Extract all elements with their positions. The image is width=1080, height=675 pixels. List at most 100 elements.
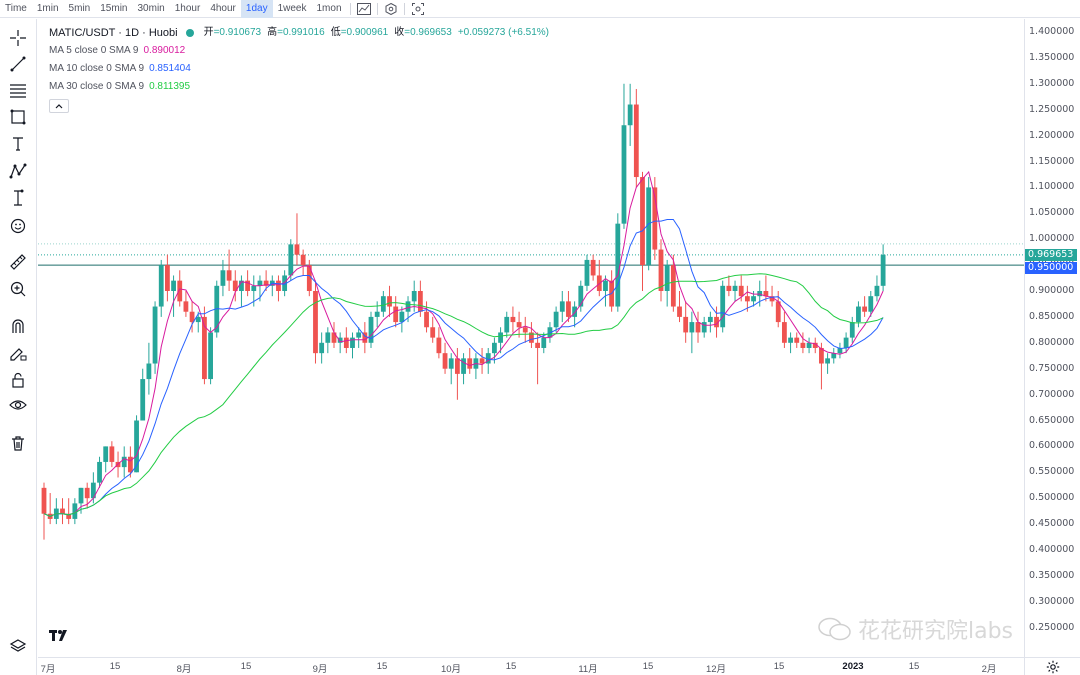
candle-body <box>572 306 578 317</box>
candle <box>553 306 559 333</box>
price-axis[interactable]: 1.400000 1.350000 1.300000 1.250000 1.200000… <box>1024 19 1080 657</box>
magnet-icon[interactable] <box>7 315 29 337</box>
timeframe-4hour[interactable]: 4hour <box>210 2 236 14</box>
timeframe-1mon[interactable]: 1mon <box>316 2 342 14</box>
candle-body <box>41 487 47 514</box>
candle <box>578 280 584 312</box>
pattern-icon[interactable] <box>7 160 29 182</box>
timeframe-1day[interactable]: 1day <box>240 0 273 18</box>
trash-icon[interactable] <box>7 432 29 454</box>
candle <box>362 322 368 354</box>
candle <box>171 275 176 317</box>
ma30-legend[interactable]: MA 30 close 0 SMA 9 0.811395 <box>49 78 555 96</box>
screenshot-icon[interactable] <box>408 0 428 18</box>
lock-icon[interactable] <box>7 369 29 391</box>
time-axis[interactable]: 7月 15 8月 15 9月 15 10月 15 11月 15 12月 15 2023 15 2月 <box>38 657 1024 675</box>
candle-body <box>337 337 343 343</box>
price-tick-label: 1.400000 <box>1029 26 1075 37</box>
candle <box>572 301 578 328</box>
trend-line-icon[interactable] <box>7 53 29 75</box>
candle-body <box>152 306 158 364</box>
candle-body <box>788 337 793 343</box>
candle-body <box>72 503 78 519</box>
eye-icon[interactable] <box>7 394 29 416</box>
candle-body <box>97 461 102 483</box>
candle-body <box>387 296 392 307</box>
candle-body <box>504 316 510 333</box>
layers-icon[interactable] <box>7 635 29 657</box>
time-tick-label: 10月 <box>440 664 462 675</box>
market-status-icon <box>185 29 194 37</box>
tradingview-logo[interactable] <box>48 628 72 644</box>
symbol-title[interactable]: MATIC/USDT · 1D · Huobi <box>49 27 178 39</box>
candle <box>103 446 109 473</box>
ma5-legend[interactable]: MA 5 close 0 SMA 9 0.890012 <box>49 42 555 60</box>
wechat-icon <box>818 617 851 641</box>
candle-body <box>862 306 868 312</box>
candle-body <box>510 316 516 323</box>
timeframe-1min[interactable]: 1min <box>36 2 59 14</box>
candle <box>208 327 213 385</box>
candle <box>652 177 658 260</box>
candle <box>448 353 454 385</box>
emoji-icon[interactable] <box>7 215 29 237</box>
candle <box>701 316 707 338</box>
candle-body <box>448 358 454 369</box>
candle-body <box>300 254 306 266</box>
candle-body <box>442 353 448 369</box>
candle <box>183 291 189 317</box>
candle <box>849 316 855 343</box>
candle <box>121 446 127 478</box>
chart-settings-button[interactable] <box>1024 657 1080 675</box>
candle-body <box>331 332 337 343</box>
candle-body <box>732 285 738 291</box>
candle <box>331 322 337 348</box>
candlestick-plot[interactable] <box>38 19 1024 657</box>
crosshair-icon[interactable] <box>7 27 29 49</box>
collapse-legend-button[interactable] <box>49 99 69 113</box>
candle-body <box>652 187 658 250</box>
ma10-legend[interactable]: MA 10 close 0 SMA 9 0.851404 <box>49 60 555 78</box>
line-price-tag: 0.950000 <box>1025 262 1077 275</box>
measure-icon[interactable] <box>7 187 29 209</box>
timeframe-30min[interactable]: 30min <box>137 2 165 14</box>
price-tick-label: 0.800000 <box>1029 336 1075 348</box>
zoom-in-icon[interactable] <box>7 278 29 300</box>
candle-body <box>541 337 547 348</box>
rectangle-icon[interactable] <box>7 106 29 128</box>
horizontal-lines-icon[interactable] <box>7 79 29 101</box>
text-icon[interactable] <box>7 133 29 155</box>
candle <box>140 368 146 421</box>
candle-body <box>183 301 189 312</box>
candle <box>239 275 244 307</box>
candle-body <box>103 446 109 462</box>
ruler-icon[interactable] <box>7 251 29 273</box>
change-value: +0.059273 (+6.51%) <box>457 27 549 38</box>
candle-body <box>701 322 707 333</box>
candle-body <box>485 353 491 364</box>
timeframe-1week[interactable]: 1week <box>277 2 307 14</box>
candle <box>862 296 868 317</box>
price-tick-label: 1.250000 <box>1029 103 1075 115</box>
time-tick-label: 2023 <box>842 661 864 672</box>
timeframe-15min[interactable]: 15min <box>100 2 128 14</box>
candle-body <box>78 487 84 504</box>
time-tick-label: 15 <box>240 661 252 672</box>
price-chart[interactable] <box>38 19 1024 657</box>
candle <box>368 311 374 348</box>
timeframe-time[interactable]: Time <box>5 2 27 14</box>
candle-body <box>109 446 115 462</box>
candle-body <box>60 508 65 514</box>
candle <box>127 446 133 478</box>
candle-body <box>251 285 257 291</box>
timeframe-1hour[interactable]: 1hour <box>174 2 201 14</box>
drawing-mode-icon[interactable] <box>7 342 29 364</box>
candle-body <box>399 311 405 323</box>
candle <box>566 291 571 323</box>
candle-body <box>467 358 473 369</box>
indicators-icon[interactable] <box>354 0 374 18</box>
settings-icon[interactable] <box>381 0 401 18</box>
candle-body <box>498 332 503 343</box>
timeframe-5min[interactable]: 5min <box>68 2 91 14</box>
candle-body <box>226 270 232 281</box>
